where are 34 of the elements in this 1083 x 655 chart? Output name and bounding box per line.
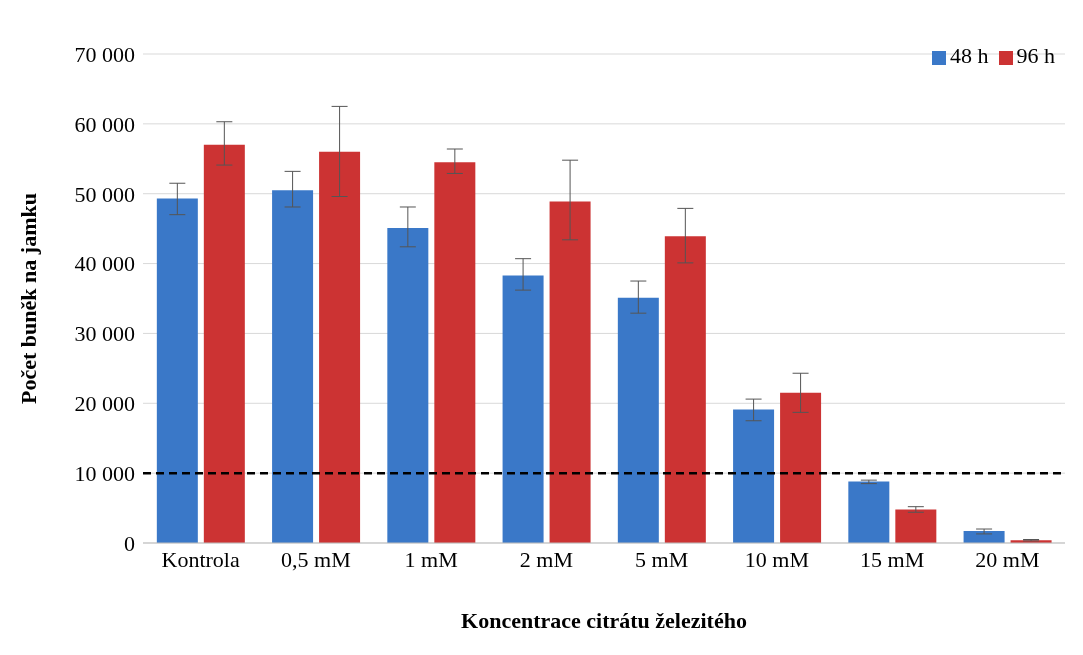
y-tick-label: 0 bbox=[124, 530, 135, 556]
legend-label: 48 h bbox=[950, 43, 989, 68]
legend-label: 96 h bbox=[1016, 43, 1055, 68]
bar bbox=[387, 227, 429, 543]
bar bbox=[780, 392, 822, 543]
y-tick-label: 40 000 bbox=[74, 251, 135, 277]
bar bbox=[319, 151, 361, 543]
bar bbox=[664, 236, 706, 543]
bar bbox=[617, 297, 659, 543]
y-tick-label: 60 000 bbox=[74, 111, 135, 137]
bar bbox=[272, 190, 314, 543]
x-tick-label: 10 mM bbox=[744, 546, 809, 572]
x-tick-label: Kontrola bbox=[161, 546, 240, 572]
y-axis-title: Počet buněk na jamku bbox=[15, 193, 41, 404]
x-tick-label: 20 mM bbox=[975, 546, 1040, 572]
x-tick-label: 1 mM bbox=[404, 546, 458, 572]
x-tick-label: 5 mM bbox=[635, 546, 689, 572]
y-tick-label: 50 000 bbox=[74, 181, 135, 207]
bar bbox=[434, 162, 476, 543]
bar bbox=[203, 144, 245, 543]
bar bbox=[848, 481, 890, 543]
bar bbox=[549, 201, 591, 543]
bar bbox=[895, 509, 937, 543]
x-tick-label: 2 mM bbox=[519, 546, 573, 572]
y-tick-label: 10 000 bbox=[74, 460, 135, 486]
x-tick-label: 0,5 mM bbox=[281, 546, 351, 572]
x-tick-label: 15 mM bbox=[860, 546, 925, 572]
x-axis-title: Koncentrace citrátu železitého bbox=[461, 608, 747, 633]
bar bbox=[502, 275, 544, 543]
bar bbox=[156, 198, 198, 543]
bar bbox=[733, 409, 775, 543]
y-tick-label: 70 000 bbox=[74, 41, 135, 67]
y-tick-label: 30 000 bbox=[74, 321, 135, 347]
y-tick-label: 20 000 bbox=[74, 391, 135, 417]
